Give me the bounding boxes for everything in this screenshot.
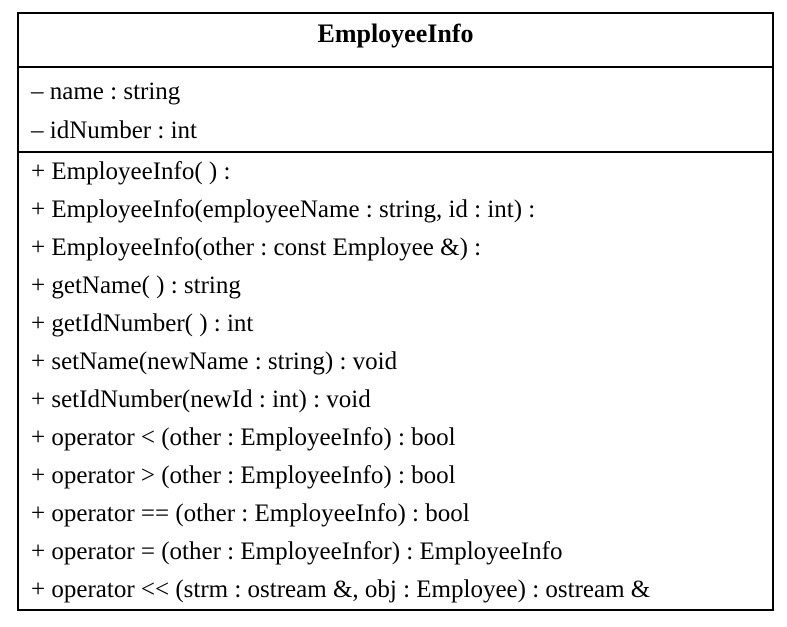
operation-greater-than: + operator > (other : EmployeeInfo) : bo… <box>31 462 456 489</box>
operation-get-id-number: + getIdNumber( ) : int <box>31 310 254 337</box>
operation-get-name: + getName( ) : string <box>31 272 241 299</box>
attributes-compartment: – name : string – idNumber : int <box>19 68 772 153</box>
attribute-id-number: – idNumber : int <box>31 117 197 144</box>
operations-compartment: + EmployeeInfo( ) : + EmployeeInfo(emplo… <box>19 153 772 609</box>
operation-copy-constructor: + EmployeeInfo(other : const Employee &)… <box>31 234 482 261</box>
operation-set-name: + setName(newName : string) : void <box>31 348 398 375</box>
class-name-compartment: EmployeeInfo <box>19 14 772 68</box>
operation-param-constructor: + EmployeeInfo(employeeName : string, id… <box>31 196 536 223</box>
operation-equality: + operator == (other : EmployeeInfo) : b… <box>31 500 470 527</box>
operation-set-id-number: + setIdNumber(newId : int) : void <box>31 386 371 413</box>
operation-stream-insertion: + operator << (strm : ostream &, obj : E… <box>31 576 651 603</box>
class-name: EmployeeInfo <box>317 19 474 48</box>
operation-less-than: + operator < (other : EmployeeInfo) : bo… <box>31 424 456 451</box>
operation-assignment: + operator = (other : EmployeeInfor) : E… <box>31 538 563 565</box>
operation-default-constructor: + EmployeeInfo( ) : <box>31 158 231 185</box>
attribute-name: – name : string <box>31 78 181 105</box>
uml-class-box: EmployeeInfo – name : string – idNumber … <box>17 12 774 611</box>
